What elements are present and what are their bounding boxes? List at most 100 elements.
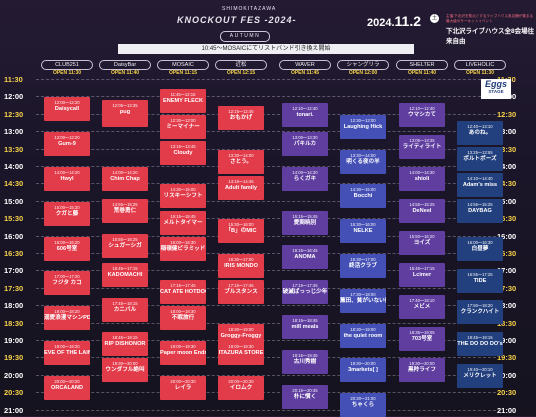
performance-slot[interactable]: 17:15〜17:45 ブルスタンス xyxy=(218,280,264,305)
performance-slot[interactable]: 14:55〜15:25 DeNeel xyxy=(399,198,445,223)
performance-slot[interactable]: 17:45〜18:15 カニバル xyxy=(102,297,148,322)
performance-slot[interactable]: 13:30〜14:00 さとう。 xyxy=(218,149,264,174)
performance-slot[interactable]: 13:00〜13:20 Gum-9 xyxy=(44,132,90,157)
performance-slot[interactable]: 14:00〜14:30 らくガキ xyxy=(282,167,328,191)
slot-time: 16:15〜16:45 xyxy=(292,248,318,254)
grid-line xyxy=(36,96,496,98)
performance-slot[interactable]: 11:45〜12:15 ENEMY FLECK xyxy=(160,88,206,113)
performance-slot[interactable]: 20:00〜20:30 イロムク xyxy=(218,375,264,400)
performance-slot[interactable]: 15:00〜15:20 クガと藤 xyxy=(44,201,90,226)
performance-slot[interactable]: 19:30〜20:00 黒羚ライフ xyxy=(399,358,445,383)
performance-slot[interactable]: 17:40〜18:10 メビメ xyxy=(399,294,445,319)
performance-slot[interactable]: 17:15〜17:45 破滅ばっっじ少年 xyxy=(282,280,328,305)
grid-line xyxy=(36,218,496,220)
slot-time: 14:10〜14:40 xyxy=(467,175,493,181)
performance-slot[interactable]: 13:30〜14:00 明くる夜の羊 xyxy=(340,149,386,174)
artist-name: RIP DISHONOR xyxy=(104,341,146,348)
performance-slot[interactable]: 12:10〜12:40 ウマシカて xyxy=(399,103,445,128)
performance-slot[interactable]: 15:30〜16:00 「B」のMIC xyxy=(218,219,264,244)
performance-slot[interactable]: 20:30〜21:00 ちゃくら xyxy=(340,393,386,417)
performance-slot[interactable]: 13:25〜13:55 ポルトボーズ xyxy=(457,146,503,171)
performance-slot[interactable]: 14:10〜14:40 Adam's miss xyxy=(457,172,503,197)
performance-slot[interactable]: 18:45〜19:15 THE DO DO DO's xyxy=(457,332,503,357)
performance-slot[interactable]: 20:00〜20:20 ORCALAND xyxy=(44,375,90,400)
performance-slot[interactable]: 14:30〜15:00 リスキーシフト xyxy=(160,184,206,209)
performance-slot[interactable]: 14:55〜15:25 荒巻勇仁 xyxy=(102,198,148,223)
slot-time: 17:30〜18:00 xyxy=(350,291,376,297)
performance-slot[interactable]: 18:30〜19:00 the quiet room xyxy=(340,323,386,348)
performance-slot[interactable]: 16:45〜17:15 KADOMACHI xyxy=(102,262,148,287)
time-label-right: 21:00 xyxy=(497,405,517,415)
time-label-right: 16:30 xyxy=(497,249,517,258)
performance-slot[interactable]: 19:15〜19:45 古川秀樹 xyxy=(282,349,328,374)
performance-slot[interactable]: 16:45〜17:15 Lcimer xyxy=(399,262,445,287)
performance-slot[interactable]: 12:10〜12:40 tonari. xyxy=(282,103,328,128)
performance-slot[interactable]: 20:15〜20:45 朴に慣く xyxy=(282,384,328,409)
page-title: KNOCKOUT FES -2024- xyxy=(177,15,297,25)
performance-slot[interactable]: 18:35〜19:05 703号室 xyxy=(399,326,445,351)
performance-slot[interactable]: 13:15〜13:45 Cloudy xyxy=(160,140,206,165)
slot-time: 16:00〜16:30 xyxy=(467,239,493,245)
performance-slot[interactable]: 19:30〜20:00 3markets[ ] xyxy=(340,358,386,383)
artist-name: 稲嶺健ピラミッド xyxy=(160,245,206,252)
performance-slot[interactable]: 16:15〜16:45 ANOMA xyxy=(282,245,328,270)
performance-slot[interactable]: 19:00〜19:30 ITAZURA STORE xyxy=(218,341,264,365)
performance-slot[interactable]: 14:00〜14:20 Chim Chap xyxy=(102,167,148,191)
performance-slot[interactable]: 15:30〜16:00 NELKE xyxy=(340,219,386,244)
performance-slot[interactable]: 15:55〜16:25 シュガーシガ xyxy=(102,233,148,258)
season-badge: AUTUMN xyxy=(220,31,270,42)
artist-name: ミーマイナー xyxy=(166,123,200,130)
performance-slot[interactable]: 18:45〜19:15 RIP DISHONOR xyxy=(102,332,148,357)
slot-time: 13:30〜14:00 xyxy=(228,152,254,158)
venue-open-time: OPEN 11:30 xyxy=(52,70,82,76)
performance-slot[interactable]: 13:05〜13:35 ライティライト xyxy=(399,135,445,160)
performance-slot[interactable]: 17:00〜17:20 フジタ カコ xyxy=(44,271,90,296)
performance-slot[interactable]: 17:50〜18:20 クランクハイト xyxy=(457,300,503,325)
performance-slot[interactable]: 16:30〜17:00 終活クラブ xyxy=(340,254,386,278)
performance-slot[interactable]: 19:00〜19:20 EVE OF THE LAIN xyxy=(44,341,90,365)
performance-slot[interactable]: 17:30〜18:00 薫田、貧がいない街 xyxy=(340,288,386,313)
performance-slot[interactable]: 13:00〜13:30 パキルカ xyxy=(282,132,328,157)
performance-slot[interactable]: 18:15〜18:45 mill meals xyxy=(282,314,328,339)
slot-time: 16:45〜17:15 xyxy=(112,265,138,271)
performance-slot[interactable]: 12:05〜13:35 pug xyxy=(102,100,148,125)
performance-slot[interactable]: 14:15〜14:45 Adult family xyxy=(218,175,264,200)
performance-slot[interactable]: 12:30〜13:00 ミーマイナー xyxy=(160,114,206,139)
performance-slot[interactable]: 14:30〜15:00 Bocchi xyxy=(340,184,386,209)
grid-line xyxy=(36,392,496,394)
performance-slot[interactable]: 16:30〜17:00 IRIS MONDO xyxy=(218,254,264,278)
performance-slot[interactable]: 16:00〜16:20 606号室 xyxy=(44,236,90,261)
slot-time: 12:30〜13:00 xyxy=(170,117,196,123)
performance-slot[interactable]: 16:00〜16:30 白昼夢 xyxy=(457,236,503,261)
grid-line xyxy=(36,166,496,167)
date-year: 2024. xyxy=(367,17,395,29)
slot-time: 15:00〜15:20 xyxy=(54,204,80,210)
performance-slot[interactable]: 15:15〜15:45 メルトタイマー xyxy=(160,210,206,235)
performance-slot[interactable]: 14:00〜14:30 shioli xyxy=(399,167,445,191)
performance-slot[interactable]: 16:55〜17:25 TIDE xyxy=(457,268,503,293)
slot-time: 20:00〜20:30 xyxy=(228,378,254,384)
performance-slot[interactable]: 20:00〜20:30 レイラ xyxy=(160,375,206,400)
performance-slot[interactable]: 12:30〜13:00 Laughing Hick xyxy=(340,114,386,139)
performance-slot[interactable]: 18:00〜18:20 溺愛浪漫マシンPD xyxy=(44,306,90,331)
time-label-left: 14:30 xyxy=(4,179,24,189)
performance-slot[interactable]: 12:15〜12:45 おもかげ xyxy=(218,106,264,131)
performance-slot[interactable]: 12:00〜12:20 Daisycall xyxy=(44,97,90,122)
grid-line xyxy=(36,287,496,289)
performance-slot[interactable]: 15:50〜16:20 ヨイズ xyxy=(399,230,445,255)
performance-slot[interactable]: 15:15〜15:45 愛関暁別 xyxy=(282,210,328,235)
slot-time: 20:15〜20:45 xyxy=(292,387,318,393)
performance-slot[interactable]: 12:40〜13:10 あのね。 xyxy=(457,120,503,145)
time-label-left: 18:00 xyxy=(4,301,24,311)
performance-slot[interactable]: 19:40〜20:10 メリクレット xyxy=(457,364,503,389)
performance-slot[interactable]: 14:00〜14:20 Hwyl xyxy=(44,167,90,191)
slot-time: 19:00〜19:20 xyxy=(54,344,80,349)
artist-name: Groggy-Froggy xyxy=(220,332,262,339)
artist-name: 黒羚ライフ xyxy=(408,367,436,374)
performance-slot[interactable]: 16:00〜16:30 稲嶺健ピラミッド xyxy=(160,236,206,261)
performance-slot[interactable]: 19:30〜20:00 ウンダフル絶叫 xyxy=(102,358,148,383)
performance-slot[interactable]: 14:55〜15:25 DAYBAG xyxy=(457,198,503,223)
performance-slot[interactable]: 18:00〜18:30 不眠旅行 xyxy=(160,306,206,331)
